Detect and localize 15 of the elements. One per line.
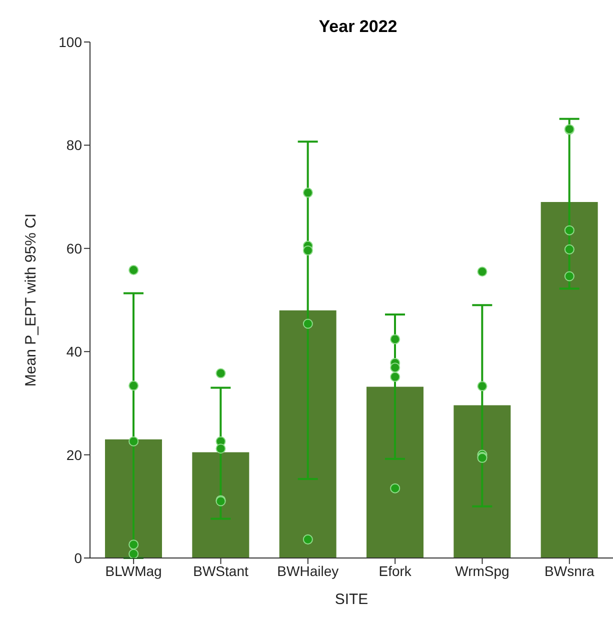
x-tick-label: WrmSpg (455, 562, 510, 579)
x-tick-label: BWStant (193, 562, 248, 579)
x-tick-label: BWHailey (277, 562, 339, 579)
y-tick-label: 0 (74, 550, 82, 566)
y-tick-label: 80 (66, 137, 82, 154)
x-tick-label: BLWMag (105, 562, 162, 579)
y-axis-title: Mean P_EPT with 95% CI (22, 213, 40, 387)
y-tick-label: 60 (66, 240, 82, 256)
x-tick-label: Efork (378, 562, 412, 579)
x-axis-title: SITE (334, 591, 368, 608)
x-tick-label: BWsnra (544, 562, 595, 579)
chart-title: Year 2022 (318, 17, 398, 36)
y-tick-label: 100 (58, 34, 82, 50)
y-tick-label: 20 (66, 446, 82, 463)
y-tick-label: 40 (66, 344, 82, 360)
